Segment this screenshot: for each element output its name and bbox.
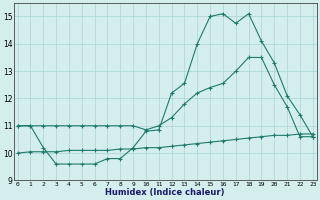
- X-axis label: Humidex (Indice chaleur): Humidex (Indice chaleur): [106, 188, 225, 197]
